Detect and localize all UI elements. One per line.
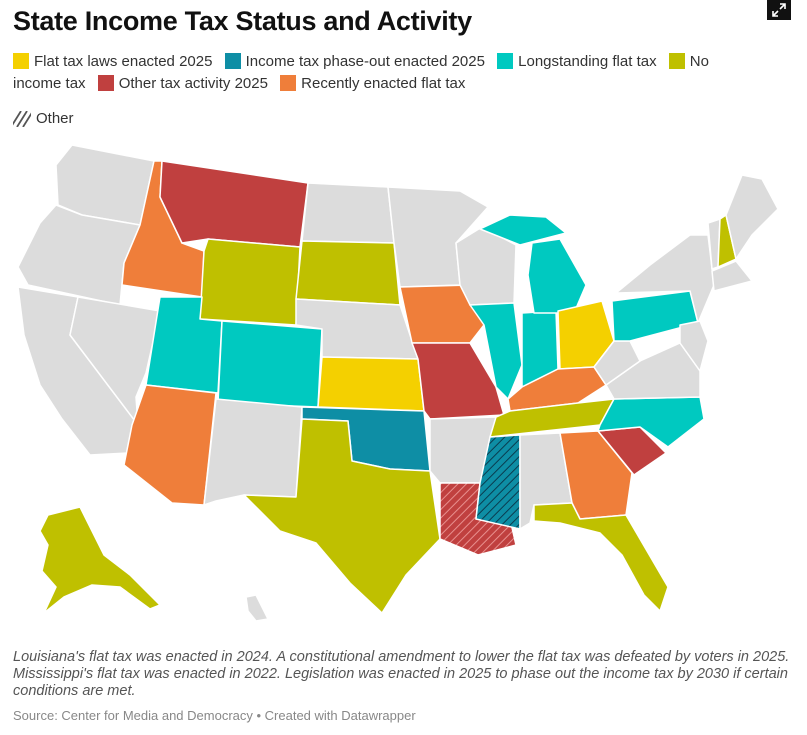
legend-item-flat-2025: Flat tax laws enacted 2025: [13, 53, 212, 70]
expand-button[interactable]: [767, 0, 791, 20]
legend-label: Recently enacted flat tax: [301, 75, 466, 92]
state-pa: [611, 290, 699, 342]
state-fl: [533, 502, 669, 612]
state-co: [217, 320, 323, 408]
legend-item-recently-flat: Recently enacted flat tax: [280, 75, 465, 92]
state-mi: [527, 238, 587, 314]
legend-swatch: [280, 75, 297, 91]
state-nd: [301, 182, 395, 244]
state-nm: [203, 398, 303, 506]
hatch-swatch-icon: [13, 110, 31, 127]
state-tx: [243, 418, 441, 614]
chart-title: State Income Tax Status and Activity: [13, 6, 472, 36]
legend-label: Other: [36, 110, 74, 127]
legend-swatch: [497, 53, 514, 69]
state-sd: [295, 240, 401, 306]
state-md-de-nj: [679, 320, 709, 372]
legend-label: No income tax: [13, 53, 709, 92]
state-new-england-south: [711, 260, 753, 292]
legend-swatch: [13, 53, 29, 69]
state-mt: [159, 160, 309, 248]
legend-label: Longstanding flat tax: [518, 53, 657, 70]
state-ak: [39, 506, 161, 614]
state-ia: [399, 284, 485, 344]
state-wy: [199, 238, 301, 326]
us-map: [17, 144, 779, 622]
legend-swatch: [97, 75, 114, 91]
footnote: Louisiana's flat tax was enacted in 2024…: [13, 649, 790, 699]
state-mi-up: [479, 214, 567, 246]
legend-label: Flat tax laws enacted 2025: [34, 53, 213, 70]
legend-swatch: [224, 53, 241, 69]
expand-icon: [772, 3, 786, 17]
state-ms: [475, 434, 521, 530]
legend: Flat tax laws enacted 2025 Income tax ph…: [13, 51, 753, 95]
state-me: [725, 174, 779, 260]
state-hi: [245, 594, 269, 622]
state-ks: [317, 356, 425, 412]
legend-item-phaseout-2025: Income tax phase-out enacted 2025: [224, 53, 485, 70]
legend-label: Income tax phase-out enacted 2025: [245, 53, 485, 70]
legend-item-other-activity: Other tax activity 2025: [97, 75, 268, 92]
state-mo: [411, 342, 505, 420]
legend-item-no-income-tax: No income tax: [13, 53, 709, 92]
state-az: [123, 384, 217, 506]
state-wv: [593, 340, 641, 386]
legend-swatch: [668, 53, 685, 69]
legend-label: Other tax activity 2025: [118, 75, 268, 92]
legend-item-other: Other: [13, 110, 74, 127]
legend-item-longstanding-flat: Longstanding flat tax: [497, 53, 657, 70]
source-credit: Source: Center for Media and Democracy •…: [13, 708, 416, 723]
